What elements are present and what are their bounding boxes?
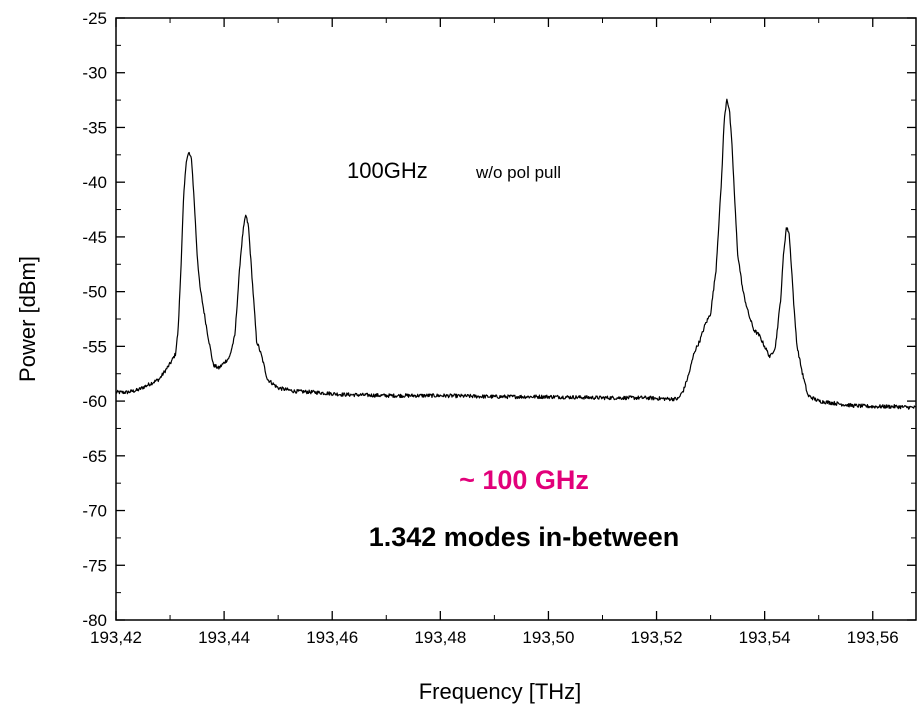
y-tick-label: -35 — [82, 118, 107, 137]
y-tick-label: -75 — [82, 556, 107, 575]
tick-layer: 193,42 193,44 193,46 193,48 193,50 193,52 193,… — [82, 9, 916, 647]
spectrum-trace — [115, 98, 917, 410]
plot-background — [116, 18, 916, 620]
x-tick-label: 193,44 — [198, 628, 250, 647]
annotation-label-main: 100GHz — [347, 158, 428, 183]
y-tick-label: -65 — [82, 447, 107, 466]
annotation-spacing: ~ 100 GHz — [459, 465, 589, 495]
y-tick-label: -70 — [82, 502, 107, 521]
y-tick-label: -30 — [82, 64, 107, 83]
y-tick-label: -40 — [82, 173, 107, 192]
y-tick-label: -80 — [82, 611, 107, 630]
annotation-modes: 1.342 modes in-between — [369, 522, 680, 552]
plot-frame — [115, 17, 917, 621]
annotation-label-sub: w/o pol pull — [475, 163, 561, 182]
y-tick-label: -45 — [82, 228, 107, 247]
x-tick-label: 193,46 — [306, 628, 358, 647]
x-tick-label: 193,50 — [522, 628, 574, 647]
x-tick-label: 193,52 — [631, 628, 683, 647]
y-tick-label: -60 — [82, 392, 107, 411]
y-tick-label: -55 — [82, 337, 107, 356]
y-tick-label: -25 — [82, 9, 107, 28]
x-tick-label: 193,42 — [90, 628, 142, 647]
x-tick-label: 193,56 — [847, 628, 899, 647]
trace-layer — [115, 98, 917, 410]
y-axis-title: Power [dBm] — [15, 256, 40, 382]
x-axis-title: Frequency [THz] — [419, 679, 582, 704]
x-tick-label: 193,48 — [414, 628, 466, 647]
y-tick-label: -50 — [82, 283, 107, 302]
x-tick-label: 193,54 — [739, 628, 791, 647]
